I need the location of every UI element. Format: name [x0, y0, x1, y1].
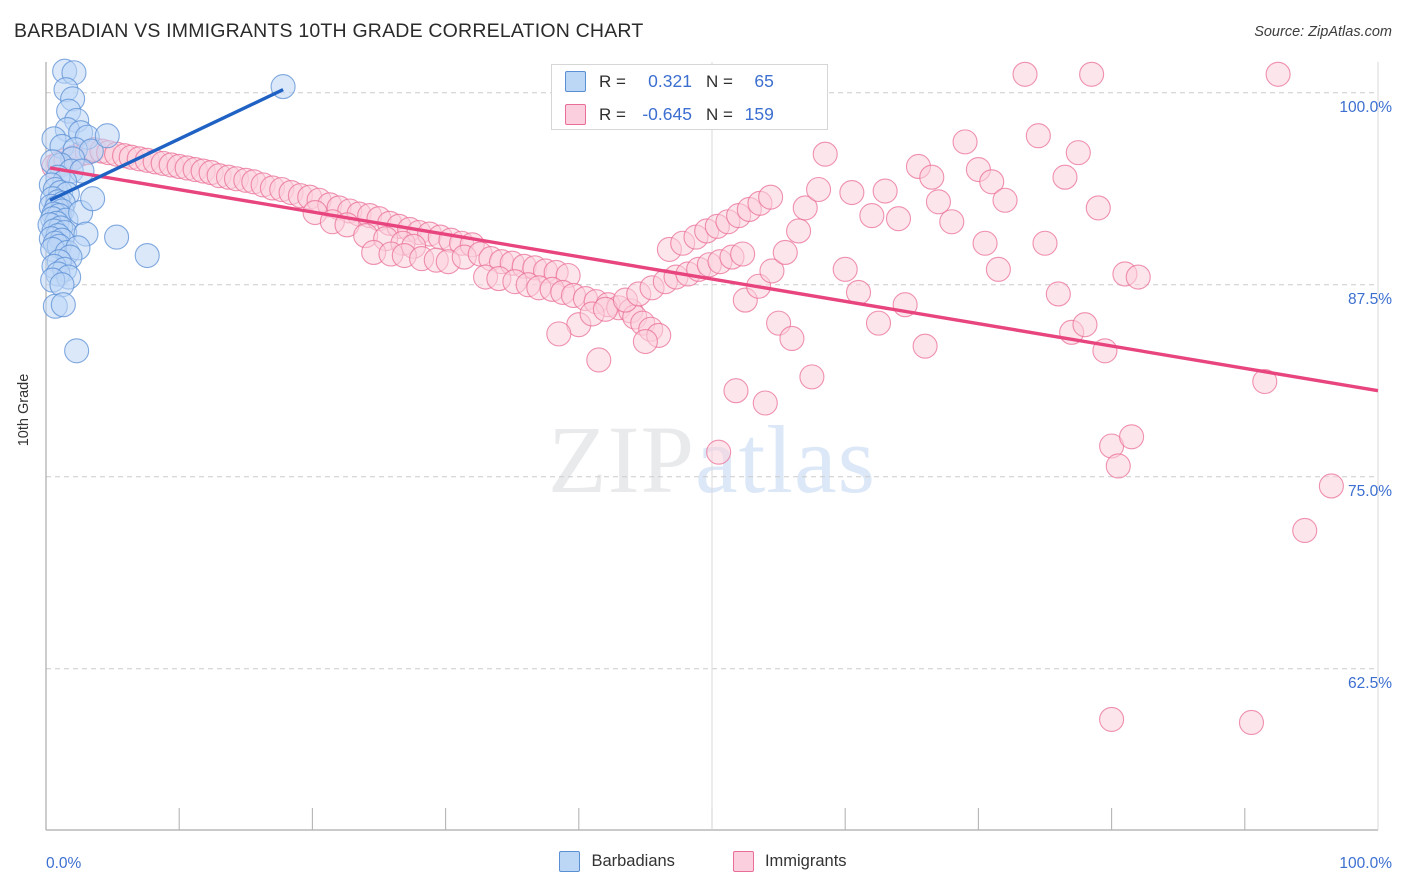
legend-swatch-immigrants [565, 104, 586, 125]
series-swatch-immigrants [732, 851, 754, 872]
page-title: BARBADIAN VS IMMIGRANTS 10TH GRADE CORRE… [14, 20, 644, 42]
n-label-barbadians: N = [705, 71, 733, 91]
y-tick-label-100: 100.0% [1339, 98, 1392, 116]
stat-row-barbadians: R = 0.321 N = 65 [552, 65, 827, 98]
series-legend: Barbadians Immigrants [0, 851, 1406, 872]
legend-item-immigrants[interactable]: Immigrants [732, 851, 847, 872]
r-label-immigrants: R = [599, 104, 626, 124]
r-value-barbadians: 0.321 [648, 71, 692, 91]
y-tick-label-62: 62.5% [1348, 674, 1392, 692]
statistics-legend: R = 0.321 N = 65 R = -0.645 N = 159 [551, 64, 828, 130]
scatter-points-immigrants [41, 61, 1344, 736]
scatter-points-barbadians [37, 58, 296, 364]
r-value-immigrants: -0.645 [642, 104, 692, 124]
x-tick-label-min: 0.0% [46, 855, 82, 872]
series-label-immigrants: Immigrants [764, 852, 847, 870]
legend-item-barbadians[interactable]: Barbadians [559, 851, 675, 872]
y-tick-label-75: 75.0% [1348, 482, 1392, 500]
y-tick-label-87: 87.5% [1348, 290, 1392, 308]
source-attribution: Source: ZipAtlas.com [1254, 24, 1392, 40]
r-label-barbadians: R = [599, 71, 626, 91]
n-label-immigrants: N = [705, 104, 733, 124]
n-value-barbadians: 65 [754, 71, 774, 91]
x-tick-label-max: 100.0% [1339, 855, 1392, 872]
trendline-barbadians [49, 88, 284, 202]
n-value-immigrants: 159 [744, 104, 774, 124]
trendline-immigrants [49, 166, 1379, 393]
stat-row-immigrants: R = -0.645 N = 159 [552, 98, 827, 131]
legend-swatch-barbadians [565, 71, 586, 92]
series-swatch-barbadians [559, 851, 581, 872]
x-axis-ticks [178, 62, 1379, 830]
series-label-barbadians: Barbadians [591, 852, 675, 870]
